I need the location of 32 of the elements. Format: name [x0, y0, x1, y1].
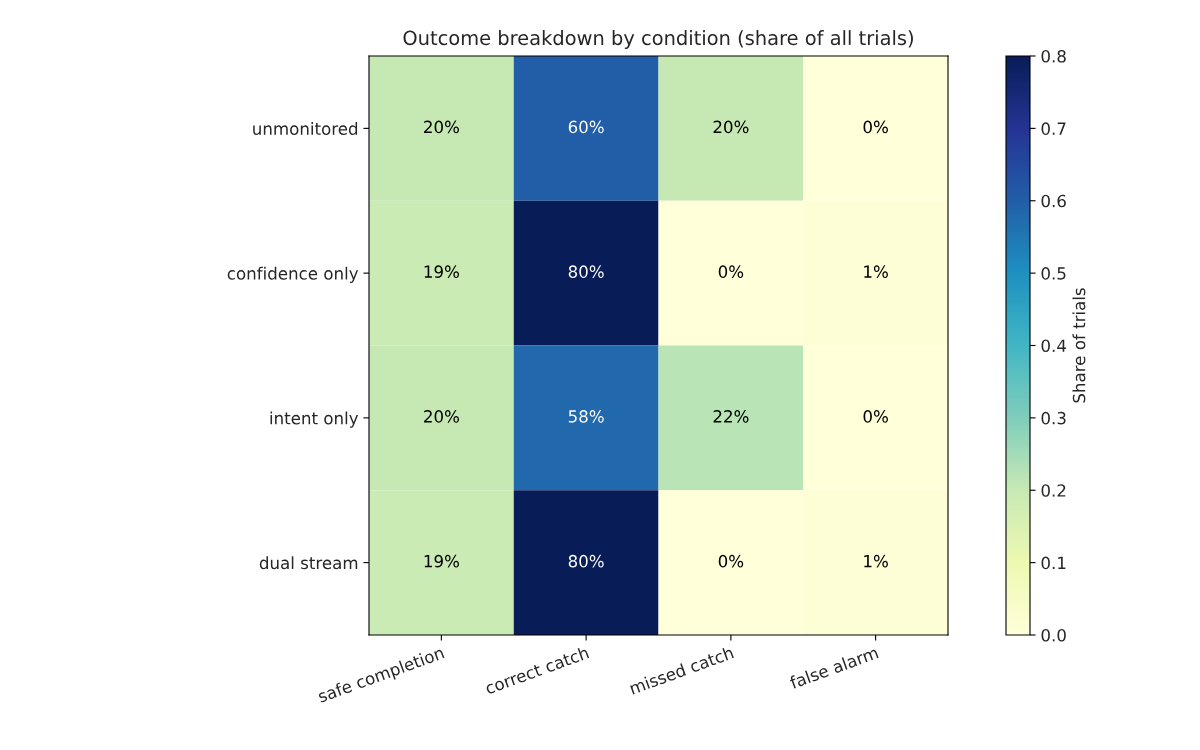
color-bar-label: 0.2 [1041, 484, 1066, 497]
data-label: 22% [713, 410, 749, 423]
data-label: 19% [424, 265, 459, 278]
data-label: 1% [864, 554, 888, 568]
data-label: 80% [568, 554, 604, 568]
data-label: 0% [718, 554, 744, 568]
color-bar-label: 0.7 [1041, 122, 1066, 135]
data-label: 60% [568, 120, 604, 134]
data-label: 20% [713, 120, 749, 134]
x-tick-label: false alarm [788, 645, 879, 690]
color-bar-label: 0.5 [1041, 267, 1066, 280]
color-bar-label: 0.8 [1041, 49, 1066, 63]
data-label: 0% [718, 265, 744, 278]
color-bar-title: Share of trials [1072, 288, 1086, 403]
data-label: 19% [424, 554, 459, 568]
data-label: 0% [863, 120, 888, 134]
data-label: 58% [568, 410, 604, 423]
data-label: 0% [863, 410, 888, 423]
data-label: 1% [864, 265, 888, 278]
color-bar-label: 0.4 [1041, 339, 1066, 353]
y-tick-label: unmonitored [253, 122, 358, 135]
chart-title: Outcome breakdown by condition (share of all trials) [403, 30, 913, 49]
data-label: 20% [424, 120, 459, 134]
color-bar-label: 0.3 [1041, 411, 1066, 425]
y-tick-label: confidence only [227, 266, 359, 283]
data-label: 20% [424, 410, 459, 423]
color-bar-label: 0.0 [1041, 628, 1066, 642]
data-label: 80% [568, 265, 604, 278]
color-bar-label: 0.6 [1041, 194, 1066, 208]
y-tick-label: dual stream [259, 556, 358, 570]
y-tick-label: intent only [270, 411, 359, 428]
color-bar-label: 0.1 [1041, 556, 1066, 570]
